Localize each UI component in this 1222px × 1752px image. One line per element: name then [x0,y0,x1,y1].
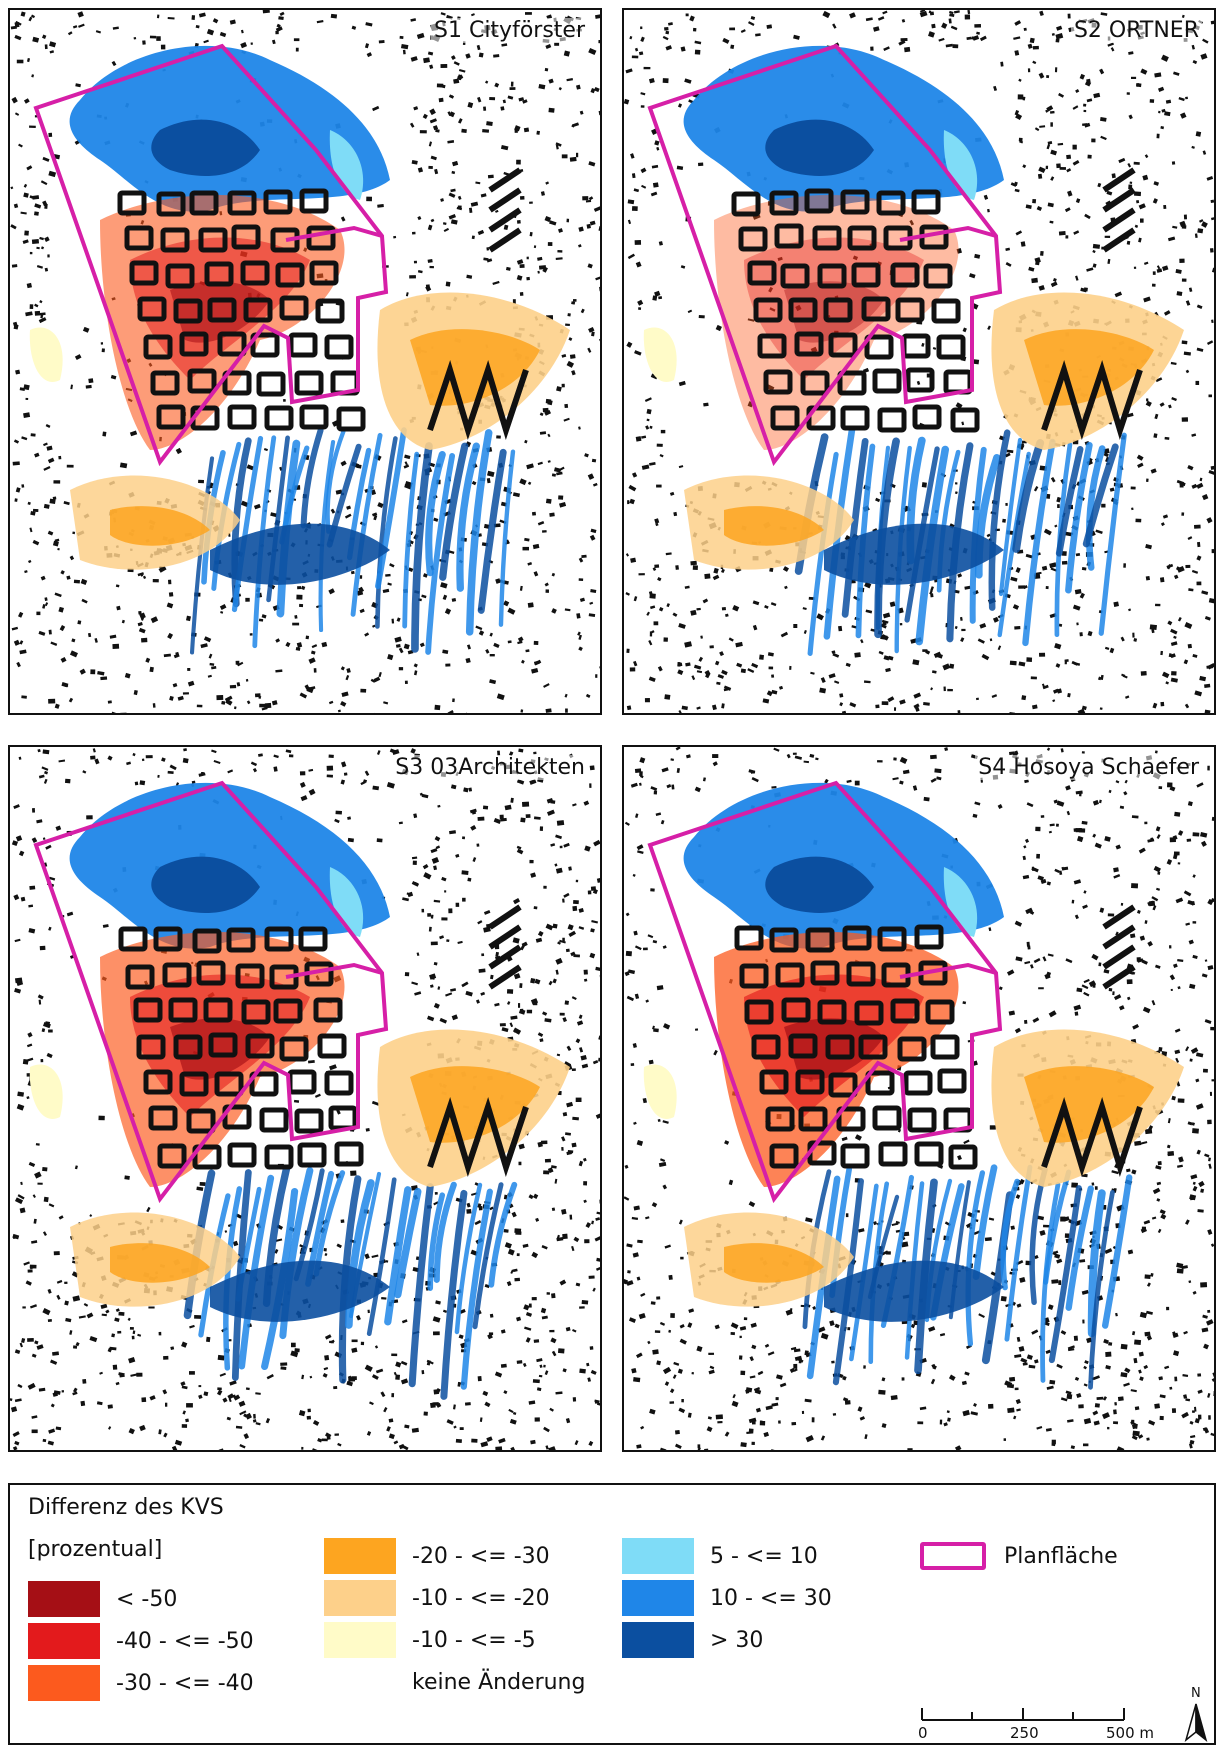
legend-label: -20 - <= -30 [412,1543,550,1569]
legend-label: -10 - <= -5 [412,1627,536,1653]
scale-label: 500 m [1106,1724,1155,1742]
panel-title: S2 ORTNER [1070,18,1202,43]
scale-label: 250 [1010,1724,1039,1742]
map-panel-s4: S4 Hosoya Schaefer [622,745,1216,1452]
decrease-zone [643,1029,1184,1307]
decrease-zone [29,292,570,570]
legend-unit: [prozentual] [28,1537,163,1562]
increase-zone [69,782,518,1400]
plan-boundary [647,43,1003,467]
legend-item: -30 - <= -40 [28,1664,254,1702]
legend-label: 10 - <= 30 [710,1585,832,1611]
scale-bar: 0 250 500 m [910,1700,1160,1744]
legend-item-planflaeche: Planfläche [920,1537,1118,1575]
map-panel-s3: S3 03Architekten [8,745,602,1452]
panel-title: S1 Cityförster [431,18,588,43]
map-s3 [10,748,600,1450]
legend-item: -10 - <= -5 [324,1621,536,1659]
legend-item: 10 - <= 30 [622,1579,832,1617]
scale-bar-graphic [921,1708,1125,1721]
plan-boundary [33,43,389,467]
legend-swatch [622,1580,694,1616]
legend-swatch [324,1622,396,1658]
legend-item: -20 - <= -30 [324,1537,550,1575]
legend-swatch [28,1581,100,1617]
map-s4 [624,747,1214,1450]
plan-boundary [647,780,1003,1204]
legend-swatch [622,1622,694,1658]
panel-title: S4 Hosoya Schaefer [975,755,1202,780]
legend-label: < -50 [116,1586,178,1612]
legend-item: -40 - <= -50 [28,1622,254,1660]
building-blocks [734,904,1143,1177]
legend-item: -10 - <= -20 [324,1579,550,1617]
map-legend: Differenz des KVS [prozentual] < -50 -40… [8,1483,1216,1745]
legend-label: 5 - <= 10 [710,1543,818,1569]
legend-swatch [28,1665,100,1701]
legend-swatch [28,1623,100,1659]
increase-zone [683,782,1133,1390]
plan-boundary [33,780,389,1204]
legend-item: keine Änderung [324,1663,585,1701]
building-blocks [117,167,529,440]
legend-swatch [324,1538,396,1574]
scale-label: 0 [918,1724,928,1742]
legend-label: -30 - <= -40 [116,1670,254,1696]
legend-label: keine Änderung [412,1669,586,1695]
panel-title: S3 03Architekten [392,755,588,780]
increase-zone [683,45,1127,656]
map-panel-s1: S1 Cityförster [8,8,602,715]
legend-swatch [622,1538,694,1574]
legend-item: > 30 [622,1621,763,1659]
building-blocks [731,167,1143,440]
legend-title: Differenz des KVS [28,1495,224,1520]
legend-item: 5 - <= 10 [622,1537,818,1575]
legend-label: > 30 [710,1627,764,1653]
map-panel-s2: S2 ORTNER [622,8,1216,715]
north-arrow: N [1182,1686,1210,1743]
map-s1 [10,10,600,713]
legend-swatch [324,1580,396,1616]
plan-area-core [100,932,345,1187]
legend-label: -10 - <= -20 [412,1585,550,1611]
legend-item: < -50 [28,1580,177,1618]
north-arrow-icon [1184,1703,1208,1743]
planflaeche-swatch [920,1542,986,1570]
legend-label: -40 - <= -50 [116,1628,254,1654]
building-blocks [118,904,529,1177]
legend-label: Planfläche [1004,1543,1118,1569]
north-label: N [1191,1686,1201,1701]
increase-zone [69,45,516,655]
map-s2 [624,10,1214,713]
